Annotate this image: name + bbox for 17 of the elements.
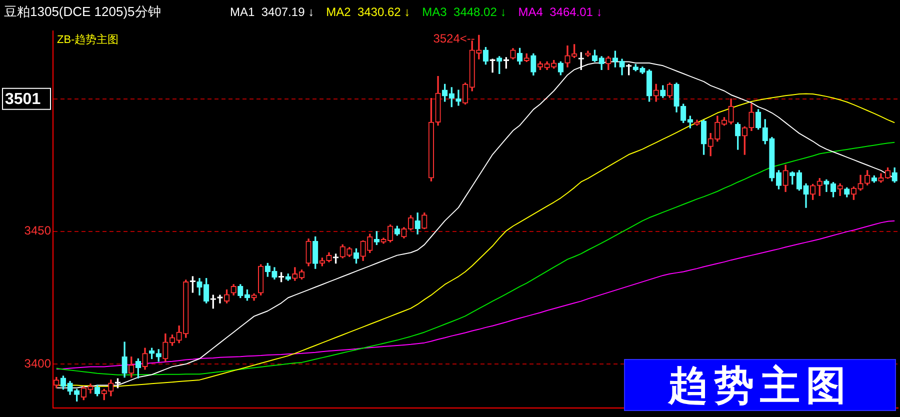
- text: 3448.02 ↓: [454, 5, 506, 19]
- text: MA3: [422, 5, 447, 19]
- candlestick: [217, 294, 223, 304]
- candlestick: [456, 90, 462, 106]
- text: 3464.01 ↓: [550, 5, 602, 19]
- chart-title: 豆粕1305(DCE 1205)5分钟: [4, 3, 162, 21]
- annotation: 趋势主图: [624, 359, 896, 411]
- text: 3407.19 ↓: [261, 5, 314, 19]
- text: MA1: [230, 5, 255, 19]
- chart-subtitle: ZB-趋势主图: [57, 32, 119, 47]
- text: 3430.62 ↓: [357, 5, 410, 19]
- annotation: 3524<--: [433, 32, 475, 46]
- text: 3501: [5, 91, 41, 108]
- y-tick-label: 3450: [24, 224, 52, 238]
- text: MA2: [326, 5, 351, 19]
- y-tick-label: 3400: [24, 356, 52, 370]
- text: MA4: [518, 5, 543, 19]
